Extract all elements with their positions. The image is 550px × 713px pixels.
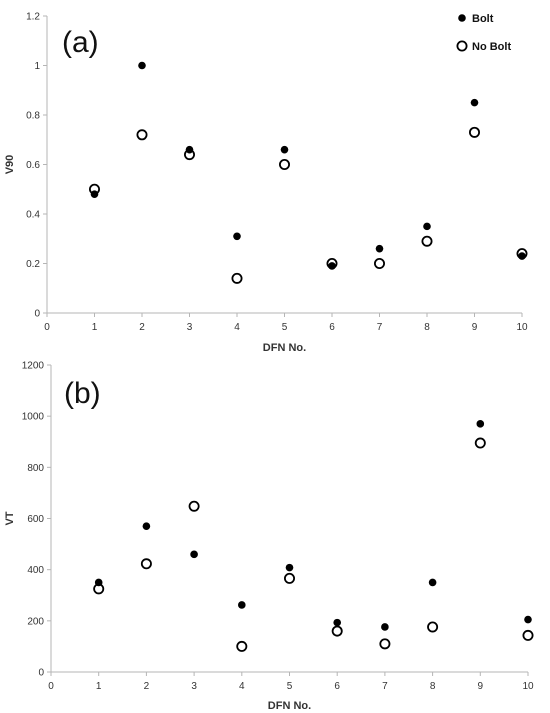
data-point-bolt bbox=[428, 578, 437, 587]
data-point-no-bolt bbox=[231, 272, 243, 284]
data-point-no-bolt bbox=[136, 129, 148, 141]
data-point-no-bolt bbox=[236, 640, 248, 652]
chart-panel-1: 0 0.2 0.4 0.6 0.8 1 1.2 0 1 2 3 4 5 6 7 8 9 10 DFN No. V90 (… bbox=[4, 12, 528, 355]
x-tick-label: 4 bbox=[234, 322, 240, 333]
x-tick-label: 5 bbox=[282, 322, 288, 333]
y-tick-label: 800 bbox=[27, 463, 44, 474]
data-point-bolt bbox=[190, 550, 198, 559]
x-tick-label: 10 bbox=[522, 681, 534, 692]
x-tick-label: 2 bbox=[139, 322, 145, 333]
data-point-no-bolt bbox=[427, 621, 439, 633]
x-tick-label: 10 bbox=[516, 322, 528, 333]
x-tick-label: 9 bbox=[478, 681, 484, 692]
x-tick-label: 1 bbox=[92, 322, 98, 333]
data-point-bolt bbox=[285, 563, 294, 572]
x-tick-label: 2 bbox=[144, 681, 150, 692]
data-point-bolt bbox=[375, 244, 384, 253]
data-point-bolt bbox=[238, 601, 246, 609]
data-point-bolt bbox=[233, 232, 241, 241]
legend-label: Bolt bbox=[472, 13, 494, 25]
x-axis-label: DFN No. bbox=[263, 342, 306, 354]
x-tick-label: 8 bbox=[430, 681, 436, 692]
y-tick-label: 1.2 bbox=[26, 12, 40, 23]
x-tick-label: 0 bbox=[44, 322, 50, 333]
x-tick-label: 4 bbox=[239, 681, 245, 692]
y-tick-label: 1000 bbox=[22, 412, 45, 423]
legend-label: No Bolt bbox=[472, 41, 511, 53]
y-tick-label: 600 bbox=[27, 514, 44, 525]
x-tick-label: 6 bbox=[334, 681, 340, 692]
x-tick-label: 7 bbox=[377, 322, 383, 333]
data-point-bolt bbox=[280, 145, 289, 154]
y-axis-label: V90 bbox=[4, 155, 16, 175]
legend-marker-bolt bbox=[458, 14, 466, 22]
x-tick-label: 6 bbox=[329, 322, 335, 333]
data-point-bolt bbox=[328, 262, 336, 270]
data-point-no-bolt bbox=[283, 572, 295, 584]
data-point-bolt bbox=[142, 522, 151, 530]
data-point-bolt bbox=[138, 61, 146, 70]
data-point-no-bolt bbox=[468, 126, 480, 138]
y-tick-label: 0.2 bbox=[26, 259, 40, 270]
x-tick-label: 1 bbox=[96, 681, 102, 692]
data-point-no-bolt bbox=[522, 629, 534, 641]
data-point-no-bolt bbox=[331, 625, 343, 637]
data-point-no-bolt bbox=[373, 257, 385, 269]
x-tick-label: 9 bbox=[472, 322, 478, 333]
data-point-bolt bbox=[94, 578, 103, 587]
data-point-bolt bbox=[423, 222, 431, 231]
y-tick-label: 0 bbox=[34, 309, 40, 320]
data-point-no-bolt bbox=[379, 638, 391, 650]
x-tick-label: 3 bbox=[191, 681, 197, 692]
y-tick-label: 0.8 bbox=[26, 111, 40, 122]
legend: Bolt No Bolt bbox=[456, 13, 511, 53]
data-point-bolt bbox=[524, 615, 532, 624]
panel-label: (a) bbox=[62, 26, 99, 59]
y-axis-label: VT bbox=[4, 511, 16, 525]
panel-label: (b) bbox=[64, 377, 101, 410]
y-tick-label: 200 bbox=[27, 616, 44, 627]
data-point-no-bolt bbox=[278, 158, 290, 170]
y-tick-label: 1 bbox=[34, 61, 40, 72]
y-tick-label: 0.4 bbox=[26, 210, 40, 221]
data-point-bolt bbox=[476, 420, 485, 428]
x-tick-label: 8 bbox=[424, 322, 430, 333]
data-point-bolt bbox=[470, 98, 479, 107]
x-tick-label: 7 bbox=[382, 681, 388, 692]
data-point-bolt bbox=[518, 252, 526, 260]
data-point-bolt bbox=[333, 618, 342, 627]
data-point-bolt bbox=[381, 623, 389, 631]
legend-marker-no-bolt bbox=[456, 40, 468, 52]
x-axis-label: DFN No. bbox=[268, 700, 311, 712]
data-point-no-bolt bbox=[140, 558, 152, 570]
data-point-bolt bbox=[185, 145, 194, 154]
y-tick-label: 400 bbox=[27, 565, 44, 576]
data-point-no-bolt bbox=[474, 437, 486, 449]
y-tick-label: 0.6 bbox=[26, 160, 40, 171]
y-tick-label: 1200 bbox=[22, 361, 45, 372]
y-tick-label: 0 bbox=[38, 668, 44, 679]
data-point-no-bolt bbox=[188, 500, 200, 512]
x-tick-label: 0 bbox=[48, 681, 54, 692]
x-tick-label: 3 bbox=[187, 322, 193, 333]
data-point-bolt bbox=[90, 190, 99, 198]
chart-panel-2: 0 200 400 600 800 1000 1200 0 1 2 3 4 5 6 7 8 9 10 DFN No.… bbox=[4, 361, 534, 713]
x-tick-label: 5 bbox=[287, 681, 293, 692]
data-point-no-bolt bbox=[421, 235, 433, 247]
